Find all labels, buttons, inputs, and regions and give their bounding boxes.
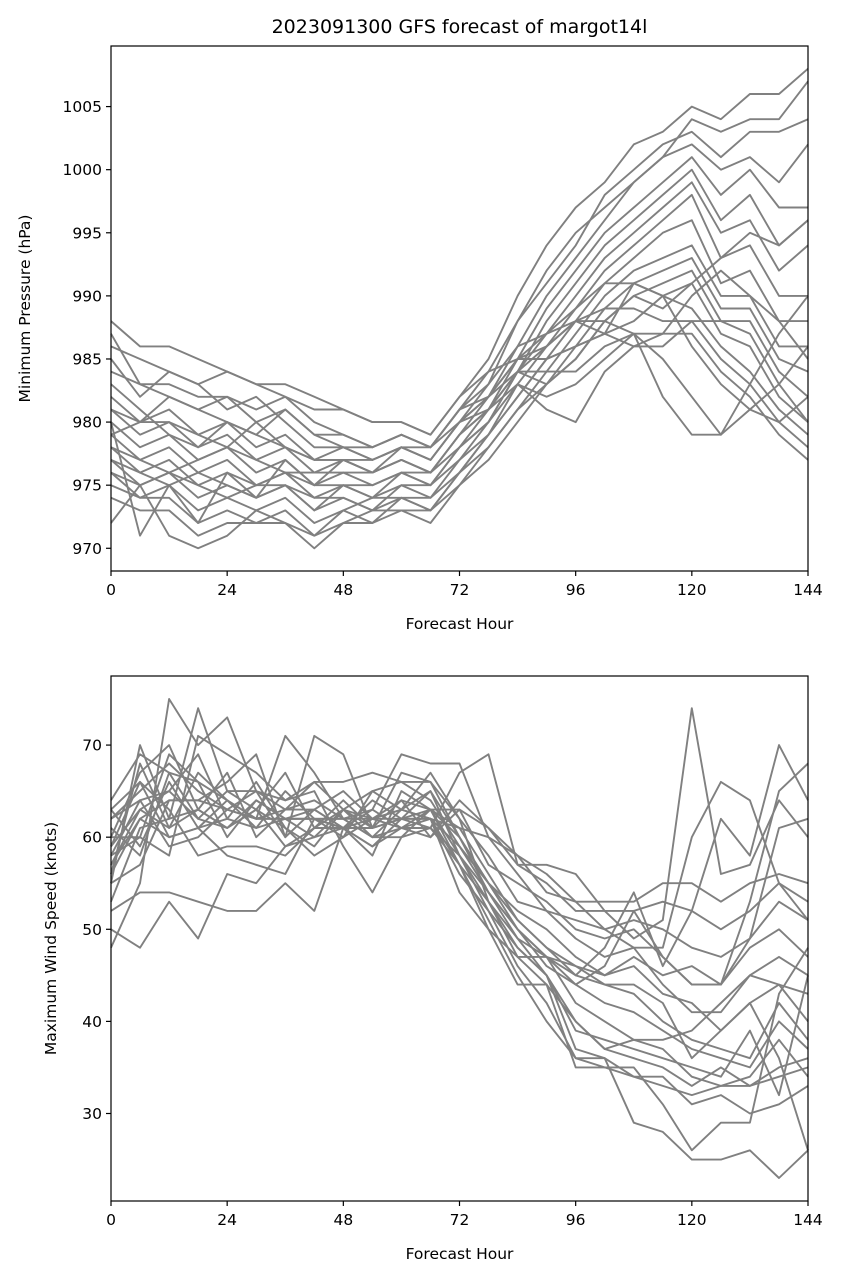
series-line	[110, 269, 809, 550]
series-line	[110, 817, 809, 958]
wind-panel: 0 24 48 72 96 120 144 30 40 50 60 70 Forecast Hour Ma…	[42, 675, 823, 1263]
y-tick-label: 60	[82, 829, 102, 847]
x-tick-label: 72	[450, 581, 470, 599]
series-line	[110, 295, 809, 512]
y-tick-label: 970	[72, 540, 102, 558]
x-tick-label: 120	[677, 1211, 707, 1229]
chart-title: 2023091300 GFS forecast of margot14l	[272, 16, 648, 38]
x-tick-label: 48	[333, 581, 353, 599]
x-tick-label: 72	[450, 1211, 470, 1229]
series-line	[110, 753, 809, 1050]
x-tick-label: 96	[566, 1211, 586, 1229]
y-tick-label: 995	[72, 224, 102, 242]
series-line	[111, 734, 809, 986]
y-tick-label: 50	[82, 921, 102, 939]
x-axis-label: Forecast Hour	[406, 1245, 514, 1263]
y-tick-label: 985	[72, 350, 102, 368]
x-tick-label: 24	[217, 581, 237, 599]
x-tick-label: 0	[106, 581, 116, 599]
x-tick-label: 48	[333, 1211, 353, 1229]
y-tick-label: 1005	[63, 98, 102, 116]
y-tick-label: 70	[82, 737, 102, 755]
series-line	[110, 790, 809, 1152]
series-line	[110, 734, 809, 977]
y-tick-label: 975	[72, 477, 102, 495]
series-line	[110, 780, 809, 1097]
x-axis-label: Forecast Hour	[406, 615, 514, 633]
x-tick-label: 144	[793, 581, 823, 599]
x-tick-label: 144	[793, 1211, 823, 1229]
y-tick-label: 980	[72, 414, 102, 432]
y-tick-label: 1000	[63, 161, 102, 179]
series-line	[110, 219, 809, 499]
x-tick-label: 24	[217, 1211, 237, 1229]
y-tick-label: 30	[82, 1105, 102, 1123]
y-axis-label: Minimum Pressure (hPa)	[16, 215, 34, 403]
x-tick-label: 96	[566, 581, 586, 599]
x-tick-label: 0	[106, 1211, 116, 1229]
series-line	[110, 707, 809, 940]
y-tick-label: 990	[72, 287, 102, 305]
series-line	[110, 282, 809, 461]
x-tick-label: 120	[677, 581, 707, 599]
pressure-panel: 0 24 48 72 96 120 144 970 975 980 985 990 995 1000 100…	[16, 45, 823, 633]
series-line	[110, 780, 809, 903]
y-axis-label: Maximum Wind Speed (knots)	[42, 822, 60, 1055]
series-line	[110, 320, 809, 436]
y-tick-label: 40	[82, 1013, 102, 1031]
series-line	[110, 799, 809, 1179]
